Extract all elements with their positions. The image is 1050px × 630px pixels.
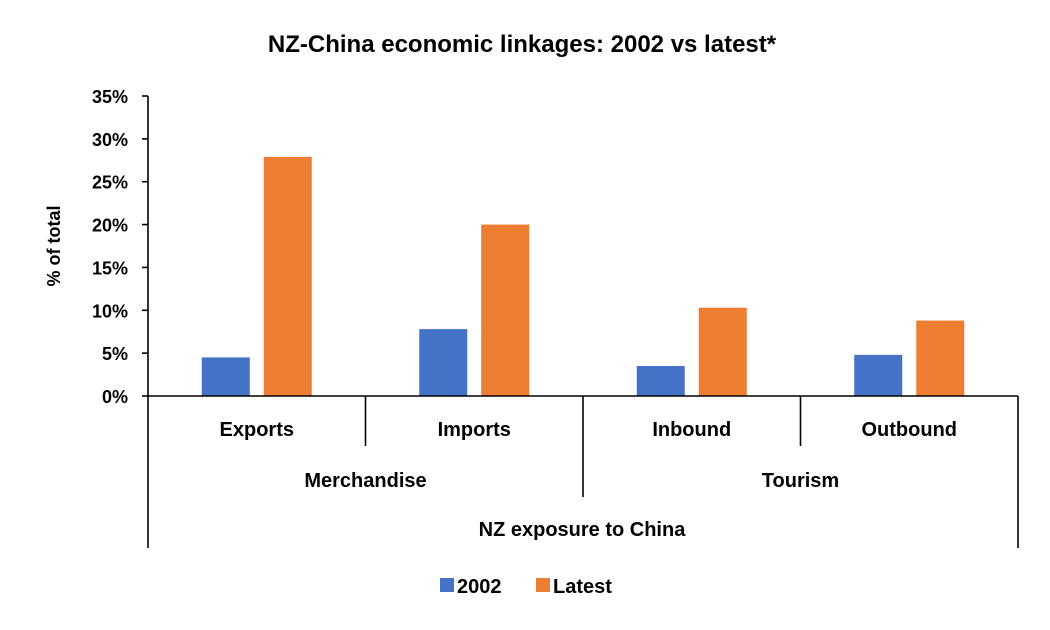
- bar-2002-inbound: [636, 366, 685, 396]
- chart-title: NZ-China economic linkages: 2002 vs late…: [268, 31, 777, 58]
- bar-latest-inbound: [698, 307, 747, 396]
- category-label: Imports: [438, 419, 511, 441]
- bars: [201, 156, 965, 396]
- y-tick-label: 20%: [92, 216, 128, 236]
- bar-latest-exports: [263, 156, 312, 396]
- y-axis-ticks: 0% 5% 10% 15% 20% 25% 30% 35%: [92, 87, 148, 407]
- group-label: Merchandise: [304, 470, 426, 492]
- y-axis-label: % of total: [44, 206, 64, 287]
- y-tick-label: 0%: [102, 387, 128, 407]
- bar-2002-imports: [419, 329, 468, 396]
- y-tick-label: 15%: [92, 258, 128, 278]
- bar-latest-imports: [481, 224, 530, 396]
- y-tick-label: 5%: [102, 344, 128, 364]
- y-tick-label: 35%: [92, 87, 128, 107]
- legend-swatch-latest: [536, 578, 550, 592]
- legend-swatch-2002: [440, 578, 454, 592]
- category-labels: Exports Imports Inbound Outbound: [220, 419, 958, 441]
- axes: [147, 96, 1019, 548]
- y-tick-label: 10%: [92, 301, 128, 321]
- category-label: Inbound: [652, 419, 731, 441]
- legend-label: Latest: [553, 576, 612, 598]
- bar-latest-outbound: [916, 320, 965, 396]
- group-label: Tourism: [762, 470, 839, 492]
- group-labels: Merchandise Tourism: [304, 470, 839, 492]
- legend-label: 2002: [457, 576, 502, 598]
- category-label: Exports: [220, 419, 294, 441]
- category-label: Outbound: [861, 419, 957, 441]
- bar-2002-exports: [201, 357, 250, 396]
- bar-2002-outbound: [854, 354, 903, 396]
- x-axis-title: NZ exposure to China: [479, 519, 687, 541]
- legend: 2002 Latest: [440, 576, 612, 598]
- y-tick-label: 25%: [92, 173, 128, 193]
- y-tick-label: 30%: [92, 130, 128, 150]
